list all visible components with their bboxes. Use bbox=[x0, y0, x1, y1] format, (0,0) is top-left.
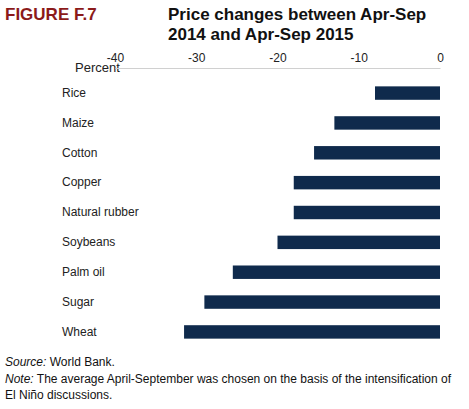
tick: Wheat bbox=[62, 325, 115, 339]
category-label: Soybeans bbox=[62, 235, 115, 249]
tick-label: -20 bbox=[269, 51, 287, 65]
source-text: World Bank. bbox=[46, 355, 114, 369]
bar bbox=[184, 325, 440, 338]
category-label: Palm oil bbox=[62, 265, 105, 279]
source: Source: World Bank. bbox=[5, 355, 115, 369]
tick: Cotton bbox=[62, 146, 115, 160]
tick: Palm oil bbox=[62, 265, 115, 279]
category-label: Sugar bbox=[62, 295, 94, 309]
y-axis: Rice Maize Cotton Copper Natural rubber Soybe… bbox=[62, 79, 139, 348]
axis-line bbox=[116, 68, 441, 69]
tick: 0 bbox=[437, 51, 444, 68]
note-text: The average April-September was chosen o… bbox=[34, 372, 452, 386]
bar bbox=[204, 295, 440, 308]
tick: -10 bbox=[351, 51, 369, 68]
note: Note: The average April-September was ch… bbox=[5, 372, 452, 402]
category-label: Natural rubber bbox=[62, 205, 139, 219]
note-label: Note: bbox=[5, 372, 34, 386]
bars bbox=[184, 86, 440, 338]
tick-label: 0 bbox=[437, 51, 444, 65]
tick-label: -40 bbox=[107, 51, 125, 65]
category-label: Cotton bbox=[62, 146, 97, 160]
x-axis: -40 -30 -20 -10 0 bbox=[107, 51, 444, 69]
bar bbox=[375, 86, 440, 99]
category-label: Copper bbox=[62, 175, 101, 189]
tick-label: -10 bbox=[351, 51, 369, 65]
bar bbox=[233, 265, 440, 278]
category-label: Maize bbox=[62, 116, 94, 130]
tick: -40 bbox=[107, 51, 125, 68]
tick-label: -30 bbox=[188, 51, 206, 65]
chart: FIGURE F.7 Price changes between Apr-Sep2… bbox=[0, 0, 469, 409]
source-label: Source: bbox=[5, 355, 46, 369]
note-text: El Niño discussions. bbox=[5, 388, 112, 402]
bar bbox=[294, 206, 440, 219]
tick: Natural rubber bbox=[62, 205, 139, 219]
tick: Sugar bbox=[62, 295, 115, 309]
bar bbox=[278, 236, 441, 249]
tick: Maize bbox=[62, 116, 115, 130]
bar bbox=[314, 146, 440, 159]
figure-label: FIGURE F.7 bbox=[5, 5, 97, 24]
bar bbox=[334, 116, 440, 129]
title: Price changes between Apr-Sep2014 and Ap… bbox=[168, 5, 426, 44]
tick: -30 bbox=[188, 51, 206, 68]
tick: Copper bbox=[62, 175, 115, 189]
bar bbox=[294, 176, 440, 189]
tick: Rice bbox=[62, 86, 115, 100]
tick: -20 bbox=[269, 51, 287, 68]
tick: Soybeans bbox=[62, 235, 115, 249]
category-label: Wheat bbox=[62, 325, 97, 339]
category-label: Rice bbox=[62, 86, 86, 100]
